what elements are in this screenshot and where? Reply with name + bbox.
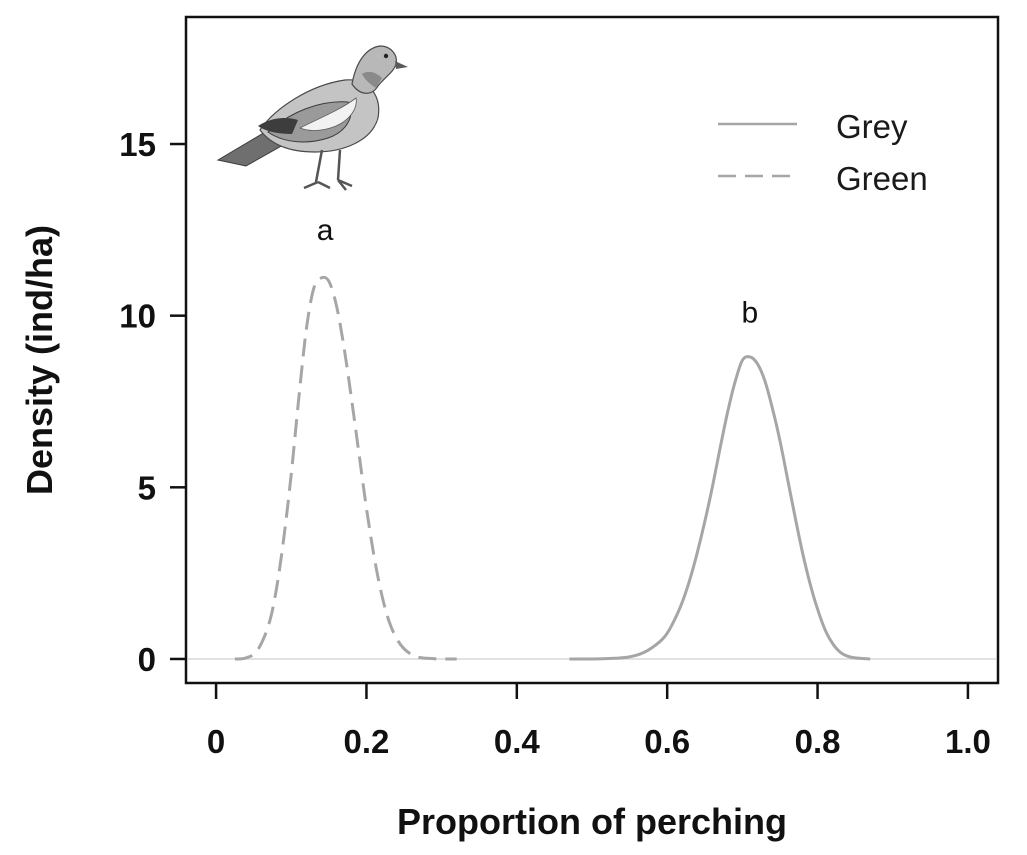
x-tick-label: 0.6: [644, 723, 690, 760]
y-tick-label: 15: [119, 126, 156, 163]
x-tick-label: 0: [207, 723, 225, 760]
legend-label-grey: Grey: [836, 108, 908, 145]
x-tick-label: 0.8: [795, 723, 841, 760]
annotation-layer: ab: [317, 214, 758, 329]
series-line-green: [234, 275, 457, 661]
series-line-grey: [569, 355, 871, 661]
x-tick-label: 0.2: [344, 723, 390, 760]
x-axis-title: Proportion of perching: [397, 801, 787, 842]
annotation-label: a: [317, 214, 334, 247]
y-tick-label: 10: [119, 298, 156, 335]
pigeon-illustration: [216, 45, 408, 191]
x-axis: 0 0.2 0.4 0.6 0.8 1.0: [207, 683, 991, 760]
legend: Grey Green: [718, 108, 928, 197]
plot-frame: [184, 15, 1000, 685]
y-tick-label: 0: [138, 641, 156, 678]
annotation-label: b: [742, 297, 759, 330]
x-tick-label: 1.0: [945, 723, 991, 760]
x-tick-label: 0.4: [494, 723, 541, 760]
y-axis: 0 5 10 15: [119, 126, 186, 678]
y-tick-label: 5: [138, 469, 156, 506]
series-layer: [234, 275, 871, 661]
legend-label-green: Green: [836, 160, 928, 197]
y-axis-title: Density (ind/ha): [19, 225, 60, 495]
